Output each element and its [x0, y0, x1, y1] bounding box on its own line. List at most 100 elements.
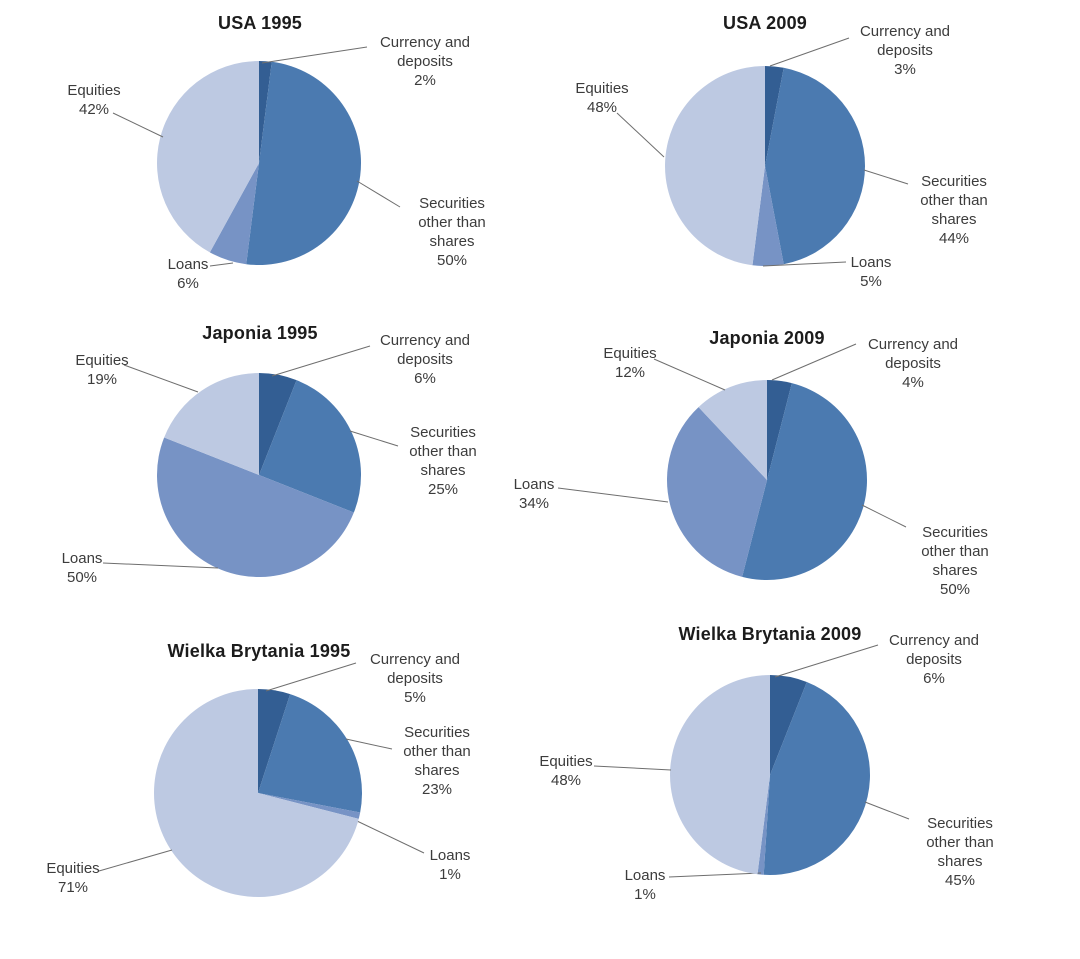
slice-value-text: 5% — [860, 273, 882, 290]
slice-value-text: 71% — [57, 879, 89, 896]
slice-label-text: Loans — [61, 550, 103, 567]
slice-label-equities: Equities 48% — [521, 752, 611, 790]
slice-label-text: Currency and deposits — [379, 34, 471, 70]
pie-slice-equities — [153, 688, 359, 898]
slice-value-text: 6% — [923, 670, 945, 687]
chart-title: USA 1995 — [218, 13, 302, 33]
slice-label-securities-other-than-shares: Securities other than shares 23% — [385, 723, 489, 799]
leader-line-loans — [356, 820, 425, 854]
slice-label-loans: Loans 1% — [605, 866, 685, 904]
slice-label-text: Securities other than shares — [926, 815, 994, 870]
chart-title: Japonia 1995 — [202, 323, 318, 343]
pie-chart-japonia-2009 — [557, 343, 907, 581]
slice-label-securities-other-than-shares: Securities other than shares 50% — [903, 523, 1007, 599]
slice-label-text: Currency and deposits — [888, 632, 980, 668]
pie-slice-securities-other-than-shares — [259, 380, 362, 513]
slice-label-loans: Loans 34% — [494, 475, 574, 513]
pie-chart-usa-1995 — [112, 46, 401, 267]
leader-line-loans — [102, 562, 219, 569]
slice-label-text: Loans — [167, 256, 209, 273]
slice-label-text: Securities other than shares — [418, 195, 486, 250]
slice-value-text: 3% — [894, 61, 916, 78]
slice-value-text: 50% — [939, 581, 971, 598]
slice-value-text: 45% — [944, 872, 976, 889]
slice-label-text: Currency and deposits — [867, 336, 959, 372]
leader-line-securities-other-than-shares — [864, 801, 910, 820]
pie-slice-currency-and-deposits — [258, 689, 291, 793]
leader-line-securities-other-than-shares — [356, 180, 401, 208]
leader-line-currency-and-deposits — [771, 343, 857, 381]
leader-line-loans — [209, 262, 234, 267]
slice-value-text: 1% — [439, 866, 461, 883]
slice-label-text: Loans — [624, 867, 666, 884]
slice-label-text: Securities other than shares — [409, 424, 477, 479]
slice-value-text: 12% — [614, 364, 646, 381]
slice-value-text: 19% — [86, 371, 118, 388]
slice-label-securities-other-than-shares: Securities other than shares 25% — [391, 423, 495, 499]
leader-line-currency-and-deposits — [774, 644, 879, 678]
slice-label-text: Equities — [539, 753, 593, 770]
slice-label-text: Loans — [429, 847, 471, 864]
slice-value-text: 2% — [414, 72, 436, 89]
slice-value-text: 1% — [634, 886, 656, 903]
chart-title: Wielka Brytania 2009 — [678, 624, 862, 644]
slice-value-text: 44% — [938, 230, 970, 247]
slice-value-text: 25% — [427, 481, 459, 498]
slice-label-currency-and-deposits: Currency and deposits 6% — [365, 331, 485, 388]
pie-slice-currency-and-deposits — [259, 60, 272, 163]
chart-title: Wielka Brytania 1995 — [167, 641, 351, 661]
pie-slice-loans — [156, 437, 354, 578]
pie-slice-equities — [698, 380, 767, 480]
pie-slice-securities-other-than-shares — [258, 694, 363, 813]
slice-label-equities: Equities 19% — [57, 351, 147, 389]
leader-line-equities — [653, 358, 726, 391]
slice-label-securities-other-than-shares: Securities other than shares 45% — [908, 814, 1012, 890]
leader-line-equities — [616, 112, 665, 158]
slice-label-currency-and-deposits: Currency and deposits 3% — [845, 22, 965, 79]
leader-line-equities — [98, 849, 173, 872]
slice-label-text: Securities other than shares — [921, 524, 989, 579]
slice-value-text: 6% — [414, 370, 436, 387]
slice-label-equities: Equities 48% — [557, 79, 647, 117]
slice-value-text: 34% — [518, 495, 550, 512]
slice-label-text: Securities other than shares — [920, 173, 988, 228]
leader-line-currency-and-deposits — [265, 662, 357, 692]
leader-line-loans — [557, 487, 669, 503]
chart-title: USA 2009 — [723, 13, 807, 33]
leader-line-loans — [762, 261, 847, 267]
leader-line-securities-other-than-shares — [863, 169, 909, 185]
pie-slice-equities — [665, 66, 765, 266]
pie-slice-loans — [666, 407, 767, 577]
slice-label-securities-other-than-shares: Securities other than shares 50% — [400, 194, 504, 270]
slice-value-text: 5% — [404, 689, 426, 706]
slice-label-equities: Equities 12% — [585, 344, 675, 382]
slice-label-text: Equities — [575, 80, 629, 97]
pie-slice-loans — [258, 793, 361, 819]
pie-slice-loans — [757, 775, 770, 875]
slice-label-loans: Loans 6% — [148, 255, 228, 293]
leader-line-securities-other-than-shares — [861, 504, 907, 528]
slice-label-text: Currency and deposits — [859, 23, 951, 59]
slice-label-text: Loans — [850, 254, 892, 271]
slice-value-text: 48% — [550, 772, 582, 789]
slice-label-securities-other-than-shares: Securities other than shares 44% — [902, 172, 1006, 248]
slice-label-text: Currency and deposits — [379, 332, 471, 368]
slice-label-loans: Loans 5% — [831, 253, 911, 291]
pie-slice-currency-and-deposits — [259, 373, 297, 475]
pie-slice-currency-and-deposits — [770, 675, 807, 775]
leader-line-equities — [593, 765, 672, 771]
chart-title: Japonia 2009 — [709, 328, 825, 348]
leader-line-securities-other-than-shares — [349, 430, 399, 447]
slice-label-text: Loans — [513, 476, 555, 493]
slice-value-text: 23% — [421, 781, 453, 798]
slice-value-text: 4% — [902, 374, 924, 391]
slice-label-currency-and-deposits: Currency and deposits 6% — [874, 631, 994, 688]
slice-label-text: Currency and deposits — [369, 651, 461, 687]
slice-label-equities: Equities 42% — [49, 81, 139, 119]
leader-line-equities — [112, 112, 164, 138]
pie-slice-securities-other-than-shares — [742, 383, 868, 581]
pie-slice-currency-and-deposits — [765, 66, 784, 166]
slice-label-currency-and-deposits: Currency and deposits 2% — [365, 33, 485, 90]
slice-label-text: Equities — [75, 352, 129, 369]
